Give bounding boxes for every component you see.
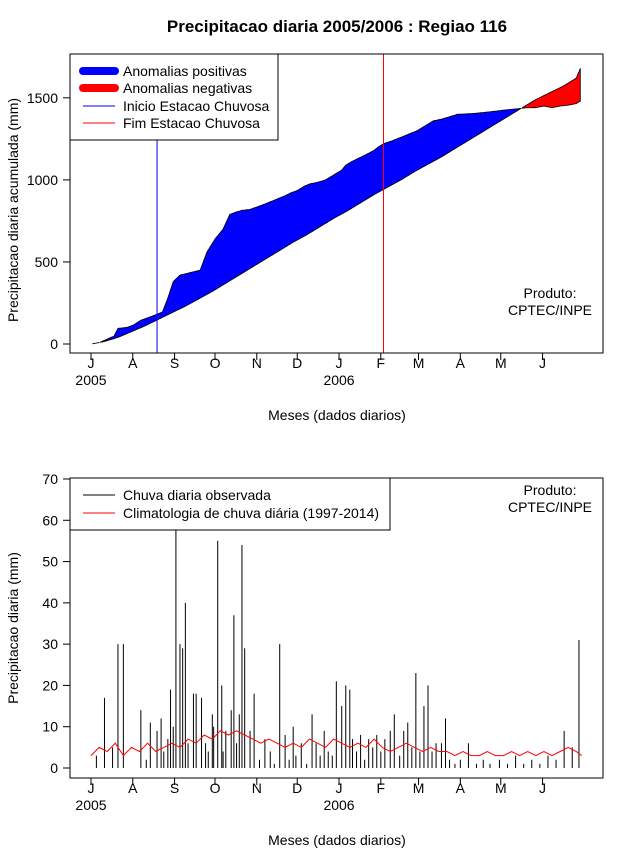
daily-chart-xlabel: Meses (dados diarios) bbox=[268, 832, 406, 848]
daily-ytick-label: 20 bbox=[42, 677, 58, 693]
credit-line-2-bottom: CPTEC/INPE bbox=[508, 499, 592, 515]
legend-label-end: Fim Estacao Chuvosa bbox=[123, 115, 260, 131]
daily-year-label: 2006 bbox=[323, 797, 354, 813]
accumulated-xtick-label: J bbox=[539, 355, 546, 371]
daily-ytick-label: 70 bbox=[42, 471, 58, 487]
daily-chart-data bbox=[90, 528, 583, 768]
daily-ytick-label: 60 bbox=[42, 512, 58, 528]
accumulated-xtick-label: M bbox=[495, 355, 507, 371]
credit-line-1-bottom: Produto: bbox=[524, 482, 577, 498]
daily-xtick-label: O bbox=[210, 780, 221, 796]
daily-year-label: 2005 bbox=[75, 797, 106, 813]
daily-xtick-label: F bbox=[377, 780, 386, 796]
legend-label-negative: Anomalias negativas bbox=[123, 80, 252, 96]
legend-label-observed: Chuva diaria observada bbox=[123, 487, 271, 503]
accumulated-xtick-label: A bbox=[456, 355, 466, 371]
credit-line-1: Produto: bbox=[524, 285, 577, 301]
daily-xtick-label: J bbox=[336, 780, 343, 796]
chart-title: Precipitacao diaria 2005/2006 : Regiao 1… bbox=[167, 17, 507, 36]
daily-ytick-label: 10 bbox=[42, 719, 58, 735]
accumulated-chart-xlabel: Meses (dados diarios) bbox=[268, 407, 406, 423]
anomaly-positive-area bbox=[100, 107, 522, 343]
accumulated-chart-data bbox=[92, 54, 581, 353]
accumulated-chart-legend: Anomalias positivas Anomalias negativas … bbox=[69, 53, 279, 141]
daily-xtick-label: D bbox=[292, 780, 302, 796]
accumulated-xtick-label: S bbox=[170, 355, 179, 371]
climatology-line bbox=[90, 730, 583, 757]
daily-xtick-label: S bbox=[170, 780, 179, 796]
daily-xtick-label: N bbox=[252, 780, 262, 796]
accumulated-xtick-label: M bbox=[413, 355, 425, 371]
daily-chart-ylabel: Precipitacao diaria (mm) bbox=[5, 552, 21, 704]
daily-ytick-label: 30 bbox=[42, 636, 58, 652]
accumulated-year-label: 2006 bbox=[323, 372, 354, 388]
legend-box-bottom bbox=[69, 477, 391, 531]
accumulated-xtick-label: A bbox=[128, 355, 138, 371]
accumulated-xtick-label: O bbox=[210, 355, 221, 371]
accumulated-chart-ylabel: Precipitacao diaria acumulada (mm) bbox=[5, 98, 21, 322]
daily-ytick-label: 40 bbox=[42, 595, 58, 611]
daily-chart-legend: Chuva diaria observada Climatologia de c… bbox=[69, 477, 391, 531]
daily-xtick-label: A bbox=[128, 780, 138, 796]
daily-xtick-label: J bbox=[88, 780, 95, 796]
daily-xtick-label: M bbox=[413, 780, 425, 796]
daily-ytick-label: 0 bbox=[50, 760, 58, 776]
accumulated-year-label: 2005 bbox=[75, 372, 106, 388]
daily-xtick-label: J bbox=[539, 780, 546, 796]
accumulated-ytick-label: 1000 bbox=[27, 172, 58, 188]
anomaly-negative-area bbox=[521, 68, 581, 109]
accumulated-ytick-label: 0 bbox=[50, 336, 58, 352]
credit-line-2: CPTEC/INPE bbox=[508, 302, 592, 318]
daily-xtick-label: A bbox=[456, 780, 466, 796]
accumulated-xtick-label: J bbox=[336, 355, 343, 371]
daily-ytick-label: 50 bbox=[42, 554, 58, 570]
legend-label-start: Inicio Estacao Chuvosa bbox=[123, 98, 270, 114]
accumulated-ytick-label: 1500 bbox=[27, 90, 58, 106]
accumulated-xtick-label: F bbox=[377, 355, 386, 371]
legend-label-climatology: Climatologia de chuva diária (1997-2014) bbox=[123, 505, 379, 521]
accumulated-xtick-label: D bbox=[292, 355, 302, 371]
accumulated-xtick-label: N bbox=[252, 355, 262, 371]
anomaly-negative-area bbox=[92, 342, 100, 345]
legend-label-positive: Anomalias positivas bbox=[123, 63, 247, 79]
accumulated-xtick-label: J bbox=[88, 355, 95, 371]
daily-xtick-label: M bbox=[495, 780, 507, 796]
accumulated-ytick-label: 500 bbox=[35, 254, 59, 270]
